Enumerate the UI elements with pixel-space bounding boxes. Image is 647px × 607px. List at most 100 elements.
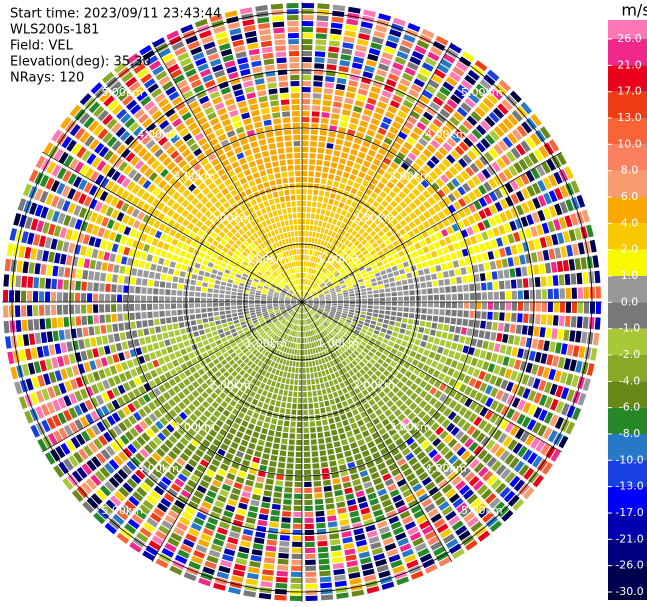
gate xyxy=(363,481,373,489)
gate xyxy=(174,247,181,255)
gate xyxy=(391,297,397,301)
gate xyxy=(319,298,325,300)
gate xyxy=(103,431,113,443)
gate xyxy=(523,467,535,480)
gate xyxy=(233,264,240,270)
gate xyxy=(410,110,421,120)
gate xyxy=(325,369,330,375)
gate xyxy=(426,281,433,288)
gate xyxy=(307,297,313,300)
gate xyxy=(338,408,345,415)
gate xyxy=(79,388,89,400)
gate xyxy=(371,333,378,339)
gate xyxy=(89,198,98,210)
gate xyxy=(115,363,123,373)
gate xyxy=(413,217,421,226)
gate xyxy=(592,255,599,268)
gate xyxy=(321,285,327,289)
gate xyxy=(302,170,308,177)
gate xyxy=(588,317,595,330)
gate xyxy=(361,308,367,312)
gate xyxy=(312,256,316,262)
gate xyxy=(409,350,417,358)
gate xyxy=(323,254,328,261)
gate xyxy=(385,357,392,364)
gate xyxy=(237,470,247,478)
gate xyxy=(240,385,247,392)
gate xyxy=(388,515,400,525)
gate xyxy=(592,332,600,346)
gate xyxy=(381,499,392,508)
gate xyxy=(564,273,571,285)
gate xyxy=(321,253,326,259)
gate xyxy=(302,313,304,319)
gate xyxy=(512,498,525,511)
gate xyxy=(192,390,200,398)
gate xyxy=(429,329,436,336)
gate xyxy=(291,303,297,305)
gate xyxy=(179,411,188,421)
gate xyxy=(332,337,338,343)
gate xyxy=(274,308,280,311)
gate xyxy=(320,227,325,234)
gate xyxy=(60,253,67,265)
gate xyxy=(240,406,248,414)
gate xyxy=(334,285,341,289)
gate xyxy=(261,355,267,362)
gate xyxy=(335,326,340,332)
gate xyxy=(193,550,206,559)
gate xyxy=(57,167,67,180)
gate xyxy=(232,422,240,430)
gate xyxy=(457,84,469,95)
gate xyxy=(503,269,510,279)
gate xyxy=(182,511,193,521)
gate xyxy=(492,227,500,237)
gate xyxy=(287,397,292,403)
gate xyxy=(541,462,553,475)
gate xyxy=(303,285,305,291)
gate xyxy=(322,344,327,351)
gate xyxy=(371,178,379,186)
gate xyxy=(413,368,421,376)
gate xyxy=(303,415,309,421)
gate xyxy=(362,358,369,365)
gate xyxy=(139,337,146,346)
gate xyxy=(520,431,530,443)
gate xyxy=(267,338,272,344)
gate xyxy=(354,225,361,232)
gate xyxy=(548,205,557,218)
gate xyxy=(364,174,372,182)
gate xyxy=(362,140,371,148)
gate xyxy=(367,302,373,305)
gate xyxy=(255,302,261,305)
gate xyxy=(294,325,297,331)
gate xyxy=(126,359,134,369)
gate xyxy=(156,265,163,273)
gate xyxy=(401,548,414,558)
gate xyxy=(232,363,239,370)
gate xyxy=(432,315,439,322)
gate xyxy=(431,491,443,501)
gate xyxy=(337,228,343,234)
gate xyxy=(413,78,425,88)
gate xyxy=(317,3,330,10)
gate xyxy=(24,410,34,424)
gate xyxy=(435,330,442,338)
gate xyxy=(318,552,329,559)
gate xyxy=(443,434,453,444)
gate xyxy=(143,270,149,278)
gate xyxy=(187,394,195,402)
gate xyxy=(270,325,276,330)
gate xyxy=(315,33,327,40)
gate xyxy=(419,116,430,126)
gate xyxy=(348,123,358,131)
gate xyxy=(237,292,243,296)
gate xyxy=(141,312,147,319)
gate xyxy=(307,331,310,337)
gate xyxy=(275,431,282,438)
gate xyxy=(177,303,183,309)
gate xyxy=(439,355,447,364)
gate xyxy=(303,319,305,325)
gate xyxy=(449,389,457,398)
gate xyxy=(191,438,200,447)
